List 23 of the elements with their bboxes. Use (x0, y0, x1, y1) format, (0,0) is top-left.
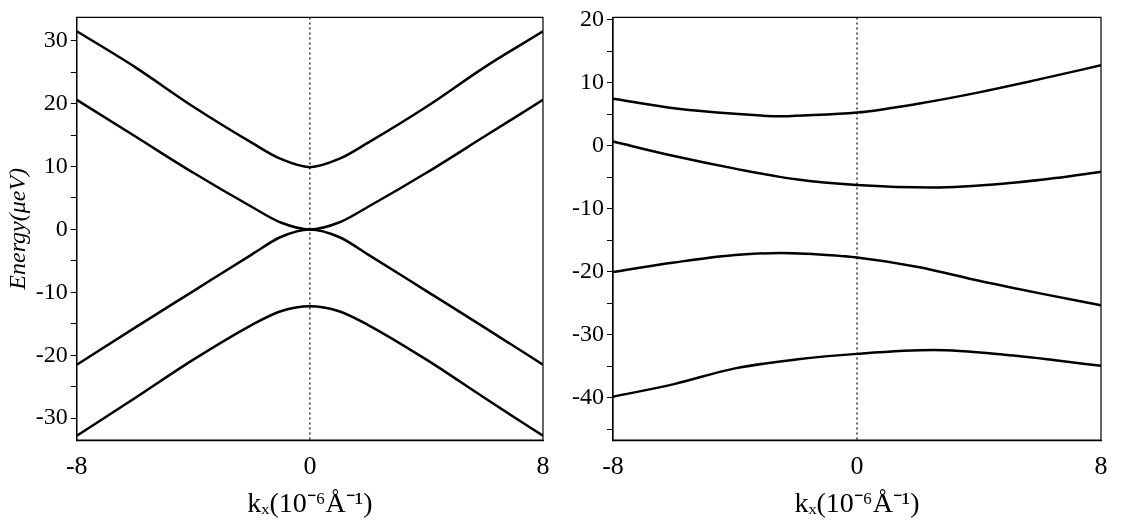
x-tick-label: 0 (303, 450, 317, 480)
y-tick-label: 20 (43, 88, 68, 115)
y-tick-label: 20 (579, 5, 604, 32)
x-tick-label: 0 (850, 450, 864, 480)
y-tick-label: -20 (571, 257, 604, 284)
y-tick-label: 0 (55, 214, 68, 241)
y-tick-label: 0 (591, 131, 604, 158)
y-tick-label: -10 (35, 277, 68, 304)
x-tick-label: -8 (65, 450, 88, 480)
y-tick-label: -10 (571, 194, 604, 221)
y-tick-label: 10 (43, 151, 68, 178)
y-tick-label: -30 (35, 403, 68, 430)
x-tick-label: -8 (602, 450, 624, 480)
x-tick-label: 8 (1094, 450, 1108, 480)
y-tick-label: -30 (571, 320, 604, 347)
y-tick-label: 10 (579, 68, 604, 95)
y-tick-label: -20 (35, 340, 68, 367)
y-tick-label: -40 (571, 383, 604, 410)
x-axis-title: kₓ(10⁻⁶Å⁻¹) (794, 486, 920, 518)
y-axis-title: Energy(μeV) (3, 167, 30, 291)
x-axis-title: kₓ(10⁻⁶Å⁻¹) (247, 486, 373, 518)
y-tick-label: 30 (43, 25, 68, 52)
x-tick-label: 8 (536, 450, 550, 480)
